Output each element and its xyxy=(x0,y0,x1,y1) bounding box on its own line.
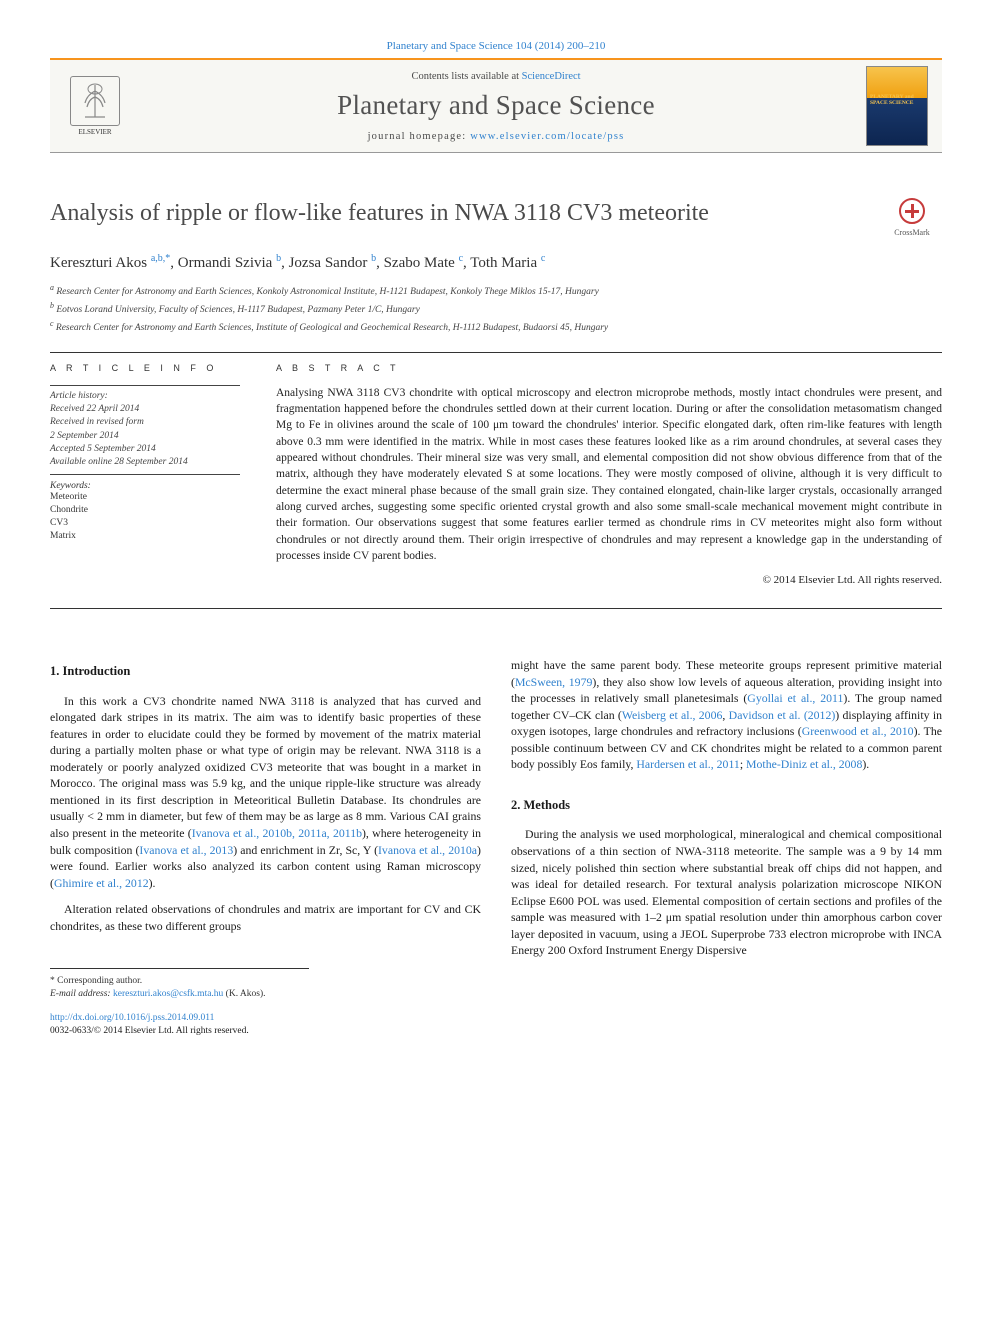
history-line: Accepted 5 September 2014 xyxy=(50,443,240,456)
journal-homepage-line: journal homepage: www.elsevier.com/locat… xyxy=(140,131,852,142)
publisher-logo-slot: ELSEVIER xyxy=(50,60,140,152)
journal-citation-top[interactable]: Planetary and Space Science 104 (2014) 2… xyxy=(50,40,942,52)
citation-link[interactable]: Gyollai et al., 2011 xyxy=(747,691,843,705)
divider xyxy=(50,608,942,609)
crossmark-label: CrossMark xyxy=(882,228,942,237)
abstract-label: A B S T R A C T xyxy=(276,363,942,373)
citation-link[interactable]: Ivanova et al., 2010b, 2011a, 2011b xyxy=(192,826,362,840)
elsevier-label: ELSEVIER xyxy=(78,128,111,136)
affiliation-line: b Eotvos Lorand University, Faculty of S… xyxy=(50,300,942,318)
article-history: Article history:Received 22 April 2014Re… xyxy=(50,385,240,475)
section-heading-intro: 1. Introduction xyxy=(50,663,481,681)
citation-link[interactable]: McSween, 1979 xyxy=(515,675,592,689)
crossmark-icon xyxy=(899,198,925,224)
journal-header-banner: ELSEVIER Contents lists available at Sci… xyxy=(50,58,942,153)
abstract-column: A B S T R A C T Analysing NWA 3118 CV3 c… xyxy=(276,363,942,587)
journal-homepage-link[interactable]: www.elsevier.com/locate/pss xyxy=(470,131,624,142)
body-paragraph: During the analysis we used morphologica… xyxy=(511,826,942,958)
citation-link[interactable]: Ghimire et al., 2012 xyxy=(54,876,149,890)
keyword: Chondrite xyxy=(50,504,240,517)
email-link[interactable]: kereszturi.akos@csfk.mta.hu xyxy=(113,989,223,999)
citation-link[interactable]: Weisberg et al., 2006 xyxy=(622,708,723,722)
citation-link[interactable]: Greenwood et al., 2010 xyxy=(802,724,914,738)
keywords-label: Keywords: xyxy=(50,481,240,491)
issn-copyright: 0032-0633/© 2014 Elsevier Ltd. All right… xyxy=(50,1026,249,1036)
sciencedirect-link[interactable]: ScienceDirect xyxy=(522,71,581,82)
history-line: Available online 28 September 2014 xyxy=(50,456,240,469)
article-title: Analysis of ripple or flow-like features… xyxy=(50,198,867,228)
affiliation-line: a Research Center for Astronomy and Eart… xyxy=(50,282,942,300)
corresponding-email-line: E-mail address: kereszturi.akos@csfk.mta… xyxy=(50,988,309,1001)
affiliation-ref[interactable]: c xyxy=(541,253,545,264)
history-line: Received in revised form xyxy=(50,416,240,429)
body-paragraph: Alteration related observations of chond… xyxy=(50,901,481,934)
section-heading-methods: 2. Methods xyxy=(511,797,942,815)
keyword: CV3 xyxy=(50,517,240,530)
history-line: 2 September 2014 xyxy=(50,430,240,443)
keyword: Matrix xyxy=(50,530,240,543)
elsevier-tree-icon xyxy=(70,76,120,126)
banner-center: Contents lists available at ScienceDirec… xyxy=(140,63,852,150)
journal-name: Planetary and Space Science xyxy=(140,90,852,121)
doi-link[interactable]: http://dx.doi.org/10.1016/j.pss.2014.09.… xyxy=(50,1013,214,1023)
affiliation-ref[interactable]: b xyxy=(371,253,376,264)
authors-line: Kereszturi Akos a,b,*, Ormandi Szivia b,… xyxy=(50,253,942,272)
citation-link[interactable]: Davidson et al. (2012) xyxy=(729,708,836,722)
abstract-text: Analysing NWA 3118 CV3 chondrite with op… xyxy=(276,385,942,565)
body-paragraph: In this work a CV3 chondrite named NWA 3… xyxy=(50,693,481,891)
keyword: Meteorite xyxy=(50,491,240,504)
citation-link[interactable]: Hardersen et al., 2011 xyxy=(636,757,739,771)
affiliation-ref[interactable]: c xyxy=(459,253,463,264)
article-info-label: A R T I C L E I N F O xyxy=(50,363,240,373)
contents-list-line: Contents lists available at ScienceDirec… xyxy=(140,71,852,82)
body-paragraph: might have the same parent body. These m… xyxy=(511,657,942,773)
journal-cover-thumbnail[interactable]: PLANETARY and SPACE SCIENCE xyxy=(866,66,928,146)
affiliation-ref[interactable]: b xyxy=(276,253,281,264)
elsevier-logo[interactable]: ELSEVIER xyxy=(60,66,130,146)
citation-link[interactable]: Ivanova et al., 2013 xyxy=(139,843,233,857)
divider xyxy=(50,352,942,353)
affiliation-line: c Research Center for Astronomy and Eart… xyxy=(50,318,942,336)
body-column-right: might have the same parent body. These m… xyxy=(511,657,942,1038)
cover-title: PLANETARY and SPACE SCIENCE xyxy=(870,94,927,106)
article-info-column: A R T I C L E I N F O Article history:Re… xyxy=(50,363,240,587)
corresponding-author-footer: * Corresponding author. E-mail address: … xyxy=(50,968,309,1002)
history-line: Received 22 April 2014 xyxy=(50,403,240,416)
corresponding-author-label: * Corresponding author. xyxy=(50,975,309,988)
affiliation-ref[interactable]: a,b,* xyxy=(151,253,170,264)
abstract-copyright: © 2014 Elsevier Ltd. All rights reserved… xyxy=(276,574,942,586)
doi-issn-block: http://dx.doi.org/10.1016/j.pss.2014.09.… xyxy=(50,1012,481,1039)
citation-link[interactable]: Mothe-Diniz et al., 2008 xyxy=(746,757,862,771)
journal-cover-slot: PLANETARY and SPACE SCIENCE xyxy=(852,60,942,152)
keywords-list: MeteoriteChondriteCV3Matrix xyxy=(50,491,240,544)
body-two-column: 1. Introduction In this work a CV3 chond… xyxy=(50,657,942,1038)
crossmark-badge[interactable]: CrossMark xyxy=(882,198,942,237)
citation-link[interactable]: Ivanova et al., 2010a xyxy=(378,843,477,857)
affiliations: a Research Center for Astronomy and Eart… xyxy=(50,282,942,336)
body-column-left: 1. Introduction In this work a CV3 chond… xyxy=(50,657,481,1038)
